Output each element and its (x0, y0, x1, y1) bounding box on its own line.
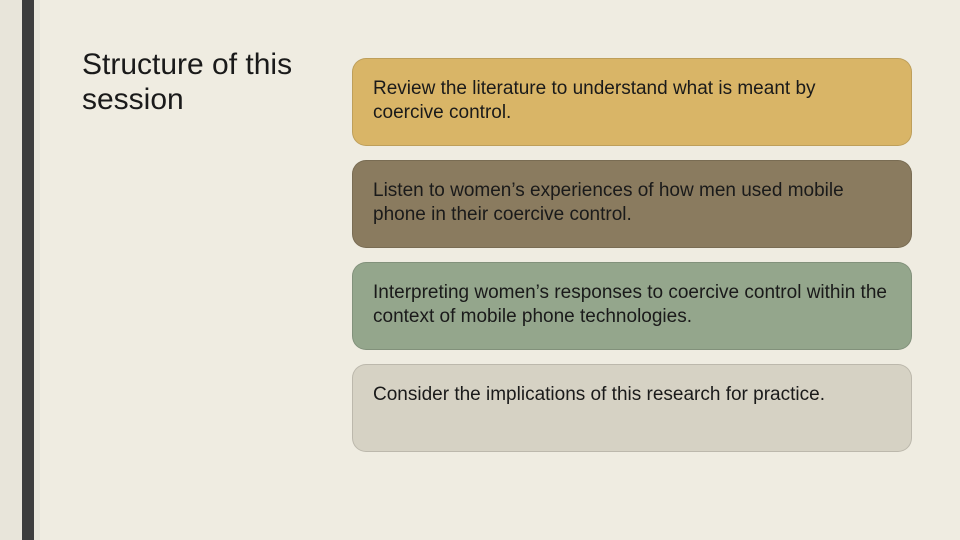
card-4: Consider the implications of this resear… (352, 364, 912, 452)
slide-title: Structure of this session (82, 48, 322, 117)
side-accent-outer (0, 0, 40, 540)
card-text: Review the literature to understand what… (373, 78, 816, 123)
card-2: Listen to women’s experiences of how men… (352, 160, 912, 248)
card-text: Listen to women’s experiences of how men… (373, 180, 844, 225)
slide: Structure of this session Review the lit… (0, 0, 960, 540)
card-1: Review the literature to understand what… (352, 58, 912, 146)
card-text: Consider the implications of this resear… (373, 384, 825, 405)
card-text: Interpreting women’s responses to coerci… (373, 282, 887, 327)
card-3: Interpreting women’s responses to coerci… (352, 262, 912, 350)
side-accent-inner (22, 0, 34, 540)
card-stack: Review the literature to understand what… (352, 58, 912, 452)
